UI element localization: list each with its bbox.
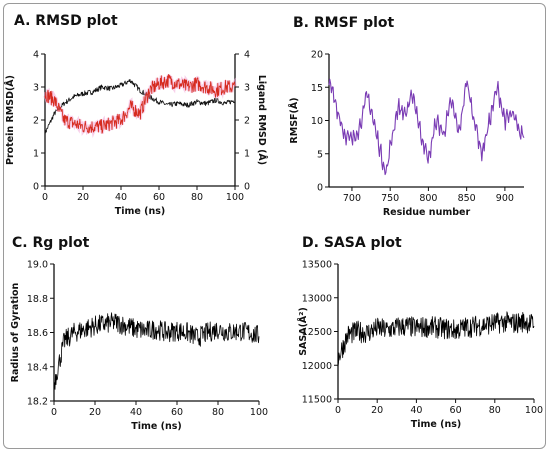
x-tick-label: 100 (226, 192, 244, 203)
panel-sasa: D. SASA plot 0 20 40 60 80 100 11500 12000 12500 1… (298, 235, 543, 430)
panel-title: C. Rg plot (12, 235, 90, 251)
y-axis-label: Protein RMSD(Å) (5, 75, 16, 165)
protein-rmsd-line (44, 79, 236, 136)
y2-tick-label: 0 (244, 182, 250, 193)
figure-frame (3, 3, 546, 449)
x-tick-label: 100 (525, 405, 543, 416)
x-tick-label: 80 (191, 192, 203, 203)
x-tick-label: 0 (51, 407, 57, 418)
y-tick-label: 15 (311, 83, 323, 94)
series-line (328, 78, 525, 176)
y-tick-label: 13500 (302, 260, 332, 271)
series-line (337, 311, 535, 367)
x-tick-label: 40 (130, 407, 142, 418)
x-axis-label: Time (ns) (411, 419, 462, 430)
y-tick-label: 13000 (302, 293, 332, 304)
y-tick-label: 5 (317, 149, 323, 160)
plot-area (337, 311, 535, 367)
x-tick-label: 60 (153, 192, 165, 203)
y-tick-label: 0 (317, 183, 323, 194)
plot-area (53, 312, 260, 390)
panel-title: A. RMSD plot (14, 13, 118, 29)
x-tick-label: 60 (450, 405, 462, 416)
x-tick-label: 20 (77, 192, 89, 203)
y-tick-label: 0 (33, 182, 39, 193)
y-tick-label: 18.8 (27, 294, 48, 305)
ligand-rmsd-line (44, 74, 236, 134)
x-tick-label: 750 (381, 193, 399, 204)
y2-tick-label: 2 (244, 116, 250, 127)
y-axis-label: RMSF(Å) (289, 97, 300, 143)
y-tick-label: 2 (33, 116, 39, 127)
panel-rg: C. Rg plot 0 20 40 60 80 100 18.2 18.4 18.6 18.8 19… (10, 235, 268, 432)
x-tick-label: 20 (89, 407, 101, 418)
y2-tick-label: 3 (244, 83, 250, 94)
panel-title: B. RMSF plot (293, 15, 395, 31)
x-tick-label: 80 (489, 405, 501, 416)
series-line (53, 312, 260, 390)
x-tick-label: 40 (410, 405, 422, 416)
panel-title: D. SASA plot (302, 235, 402, 251)
y-tick-label: 12000 (302, 361, 332, 372)
y-tick-label: 20 (311, 50, 323, 61)
x-tick-label: 900 (496, 193, 514, 204)
y-tick-label: 10 (311, 116, 323, 127)
y-tick-label: 4 (33, 50, 39, 61)
x-tick-label: 80 (212, 407, 224, 418)
panel-rmsf: B. RMSF plot 700 750 800 850 900 0 5 10 15 20 Resid… (289, 15, 525, 218)
x-axis-label: Time (ns) (131, 421, 182, 432)
plot-area (328, 78, 525, 176)
x-tick-label: 0 (335, 405, 341, 416)
y-tick-label: 18.6 (27, 328, 48, 339)
y-axis-label: SASA(Å²) (298, 307, 309, 356)
y2-axis-label: Ligand RMSD (Å) (256, 75, 267, 165)
x-tick-label: 700 (343, 193, 361, 204)
x-axis-label: Time (ns) (115, 206, 166, 217)
x-tick-label: 0 (42, 192, 48, 203)
x-tick-label: 100 (250, 407, 268, 418)
x-tick-label: 40 (115, 192, 127, 203)
y-tick-label: 11500 (302, 395, 332, 406)
x-tick-label: 60 (171, 407, 183, 418)
x-tick-label: 850 (458, 193, 476, 204)
x-tick-label: 800 (419, 193, 437, 204)
y-axis-label: Radius of Gyration (10, 282, 21, 382)
x-tick-label: 20 (371, 405, 383, 416)
plot-area (43, 74, 237, 138)
x-axis-label: Residue number (383, 207, 471, 218)
y2-tick-label: 1 (244, 149, 250, 160)
y-tick-label: 18.2 (27, 397, 48, 408)
y-tick-label: 18.4 (27, 362, 48, 373)
y2-tick-label: 4 (244, 50, 250, 61)
y-tick-label: 19.0 (27, 260, 48, 271)
y-tick-label: 3 (33, 83, 39, 94)
y-tick-label: 12500 (302, 327, 332, 338)
y-tick-label: 1 (33, 149, 39, 160)
